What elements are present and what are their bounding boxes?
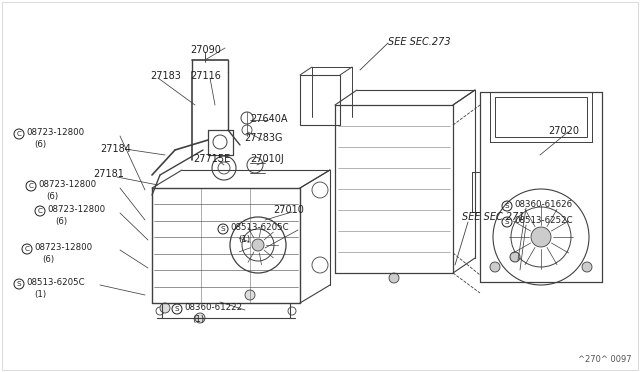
Text: S: S bbox=[221, 226, 225, 232]
Text: C: C bbox=[38, 208, 42, 214]
Text: 08723-12800: 08723-12800 bbox=[38, 180, 96, 189]
Text: 08513-6252C: 08513-6252C bbox=[514, 216, 573, 225]
Text: 27010: 27010 bbox=[273, 205, 304, 215]
Text: (6): (6) bbox=[42, 255, 54, 264]
Text: (1): (1) bbox=[238, 235, 250, 244]
Circle shape bbox=[510, 252, 520, 262]
Text: 27010J: 27010J bbox=[250, 154, 284, 164]
Text: 27184: 27184 bbox=[100, 144, 131, 154]
Text: ^270^ 0097: ^270^ 0097 bbox=[579, 355, 632, 364]
Circle shape bbox=[389, 273, 399, 283]
Text: 27783G: 27783G bbox=[244, 133, 282, 143]
Text: 27020: 27020 bbox=[548, 126, 579, 136]
Text: 27116: 27116 bbox=[190, 71, 221, 81]
Text: (6): (6) bbox=[34, 140, 46, 149]
Circle shape bbox=[582, 262, 592, 272]
Text: 27183: 27183 bbox=[150, 71, 181, 81]
Circle shape bbox=[252, 239, 264, 251]
Text: 08513-6205C: 08513-6205C bbox=[230, 223, 289, 232]
Circle shape bbox=[531, 227, 551, 247]
Text: 27181: 27181 bbox=[93, 169, 124, 179]
Text: 08723-12800: 08723-12800 bbox=[34, 243, 92, 252]
Text: C: C bbox=[17, 131, 22, 137]
Text: 27090: 27090 bbox=[190, 45, 221, 55]
Text: C: C bbox=[29, 183, 33, 189]
Text: 08723-12800: 08723-12800 bbox=[26, 128, 84, 137]
Text: 08360-61626: 08360-61626 bbox=[514, 200, 572, 209]
Text: SEE SEC.271: SEE SEC.271 bbox=[462, 212, 525, 222]
Text: S: S bbox=[175, 306, 179, 312]
Circle shape bbox=[160, 303, 170, 313]
Text: (1): (1) bbox=[34, 290, 46, 299]
Circle shape bbox=[245, 290, 255, 300]
Text: C: C bbox=[24, 246, 29, 252]
Circle shape bbox=[490, 262, 500, 272]
Text: SEE SEC.273: SEE SEC.273 bbox=[388, 37, 451, 47]
Text: 27640A: 27640A bbox=[250, 114, 287, 124]
Text: S: S bbox=[17, 281, 21, 287]
Circle shape bbox=[195, 313, 205, 323]
Text: 27715E: 27715E bbox=[193, 154, 230, 164]
Text: (6): (6) bbox=[55, 217, 67, 226]
Text: 08513-6205C: 08513-6205C bbox=[26, 278, 84, 287]
Text: 08723-12800: 08723-12800 bbox=[47, 205, 105, 214]
Text: (6): (6) bbox=[46, 192, 58, 201]
Text: S: S bbox=[505, 219, 509, 225]
Text: 08360-61222: 08360-61222 bbox=[184, 303, 242, 312]
Text: (1): (1) bbox=[192, 315, 204, 324]
Text: S: S bbox=[505, 203, 509, 209]
